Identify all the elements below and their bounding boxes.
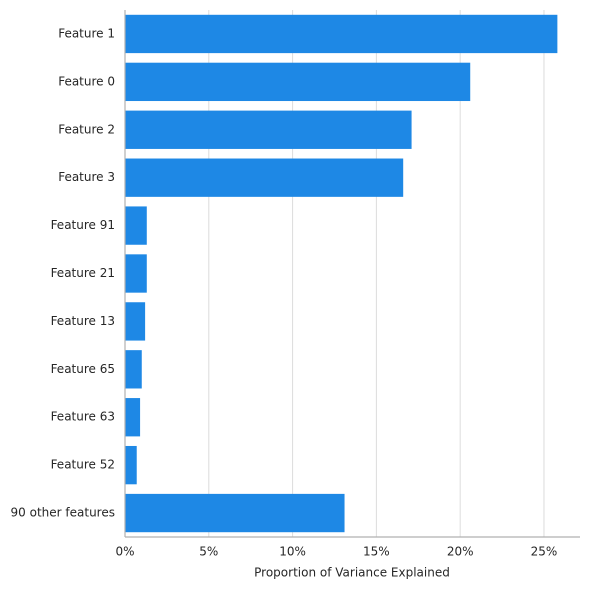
x-tick-label: 15% <box>363 545 390 559</box>
x-axis-label: Proportion of Variance Explained <box>254 566 450 580</box>
y-tick-label: Feature 91 <box>51 218 115 232</box>
y-tick-label: Feature 0 <box>58 74 115 88</box>
x-tick-label: 0% <box>115 545 134 559</box>
bar <box>125 158 404 197</box>
y-tick-label: 90 other features <box>11 506 115 520</box>
x-tick-label: 5% <box>199 545 218 559</box>
y-tick-label: Feature 3 <box>58 170 115 184</box>
bar <box>125 445 137 485</box>
y-tick-label: Feature 65 <box>51 362 115 376</box>
y-tick-label: Feature 63 <box>51 410 115 424</box>
bar <box>125 302 146 341</box>
y-tick-label: Feature 52 <box>51 458 115 472</box>
bar <box>125 254 147 293</box>
y-tick-label: Feature 21 <box>51 266 115 280</box>
y-tick-label: Feature 13 <box>51 314 115 328</box>
x-tick-label: 20% <box>447 545 474 559</box>
y-tick-label: Feature 1 <box>58 26 115 40</box>
bar <box>125 398 141 437</box>
bar <box>125 206 147 245</box>
y-tick-label: Feature 2 <box>58 122 115 136</box>
bar <box>125 110 412 149</box>
bar <box>125 493 345 533</box>
bar <box>125 350 142 389</box>
bar <box>125 62 471 102</box>
x-tick-label: 10% <box>279 545 306 559</box>
bar <box>125 14 558 54</box>
x-tick-label: 25% <box>531 545 558 559</box>
